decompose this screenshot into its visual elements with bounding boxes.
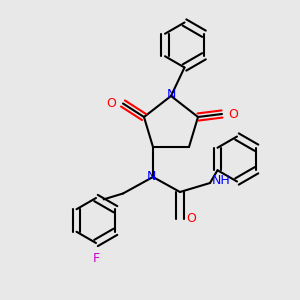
- Text: N: N: [147, 170, 156, 184]
- Text: N: N: [166, 88, 176, 101]
- Text: F: F: [92, 252, 100, 265]
- Text: O: O: [229, 107, 238, 121]
- Text: O: O: [106, 97, 116, 110]
- Text: O: O: [187, 212, 196, 226]
- Text: NH: NH: [212, 173, 230, 187]
